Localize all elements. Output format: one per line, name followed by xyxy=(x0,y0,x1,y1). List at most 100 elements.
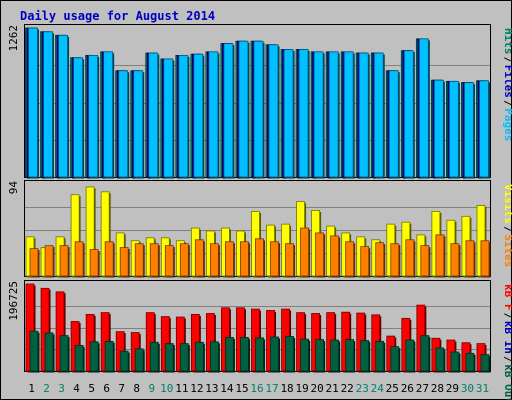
x-tick-label-28: 28 xyxy=(431,382,444,395)
x-tick-label-29: 29 xyxy=(446,382,459,395)
x-tick-label-18: 18 xyxy=(280,382,293,395)
bar-pages-11 xyxy=(178,54,189,178)
bar-pages-10 xyxy=(163,58,174,178)
x-tick-label-17: 17 xyxy=(265,382,278,395)
bar-pages-8 xyxy=(133,70,144,178)
x-tick-label-14: 14 xyxy=(220,382,234,395)
bar-pages-2 xyxy=(43,31,53,178)
bar-sites-23 xyxy=(360,246,370,277)
bar-pages-23 xyxy=(358,52,369,178)
x-tick-label-23: 23 xyxy=(356,382,369,395)
bar-kb-out-20 xyxy=(315,339,325,372)
panel-bottom-max-label: 196725 xyxy=(7,281,20,321)
bar-kb-out-6 xyxy=(104,340,114,372)
bar-pages-21 xyxy=(328,51,339,178)
bar-pages-31 xyxy=(479,80,489,178)
x-tick-label-12: 12 xyxy=(190,382,203,395)
bar-kb-out-25 xyxy=(390,346,400,372)
legend-item: kB In xyxy=(502,321,512,354)
x-tick-label-20: 20 xyxy=(311,382,324,395)
bar-sites-6 xyxy=(104,241,114,277)
bar-kb-out-12 xyxy=(194,341,204,372)
x-tick-label-10: 10 xyxy=(160,382,173,395)
x-tick-label-15: 15 xyxy=(235,382,248,395)
bar-sites-3 xyxy=(59,245,69,277)
x-tick-label-26: 26 xyxy=(401,382,414,395)
bar-sites-30 xyxy=(465,240,475,277)
bar-kb-out-16 xyxy=(255,337,264,372)
bar-sites-26 xyxy=(405,239,415,277)
bar-kb-out-9 xyxy=(149,341,159,372)
x-tick-label-25: 25 xyxy=(386,382,399,395)
bar-pages-15 xyxy=(238,40,249,178)
legend-item: Files xyxy=(502,65,512,98)
bar-sites-17 xyxy=(270,241,279,277)
x-tick-label-8: 8 xyxy=(133,382,140,395)
bar-pages-29 xyxy=(449,80,459,178)
bar-sites-2 xyxy=(44,245,54,277)
x-tick-label-21: 21 xyxy=(326,382,339,395)
bar-sites-24 xyxy=(375,242,385,277)
bar-sites-11 xyxy=(179,243,189,277)
bar-pages-17 xyxy=(268,44,279,178)
x-tick-label-24: 24 xyxy=(371,382,385,395)
bar-sites-7 xyxy=(119,247,129,277)
legend-separator: / xyxy=(502,57,512,64)
bar-sites-19 xyxy=(300,227,309,277)
bar-kb-out-23 xyxy=(360,340,370,372)
bar-sites-12 xyxy=(194,239,204,277)
bar-sites-4 xyxy=(74,241,84,277)
x-tick-label-11: 11 xyxy=(175,382,188,395)
bar-pages-18 xyxy=(283,49,294,178)
x-tick-label-6: 6 xyxy=(103,382,110,395)
bar-sites-22 xyxy=(345,241,355,277)
legend-item: Pages xyxy=(502,108,512,141)
bar-kb-out-31 xyxy=(480,354,490,372)
legend-item: kB F xyxy=(502,284,512,311)
bar-kb-out-19 xyxy=(300,338,309,372)
bar-pages-30 xyxy=(464,82,474,178)
bar-pages-24 xyxy=(373,52,384,178)
legend-separator: / xyxy=(502,226,512,233)
bar-kb-out-27 xyxy=(420,335,430,372)
bar-sites-9 xyxy=(149,243,159,277)
bar-pages-4 xyxy=(73,57,83,178)
x-tick-label-2: 2 xyxy=(43,382,50,395)
bar-kb-out-24 xyxy=(375,340,385,372)
bar-kb-out-29 xyxy=(450,351,460,372)
x-tick-label-9: 9 xyxy=(148,382,155,395)
bar-pages-1 xyxy=(28,27,38,178)
chart-title: Daily usage for August 2014 xyxy=(20,9,215,23)
bar-pages-26 xyxy=(403,50,414,178)
bar-pages-5 xyxy=(88,54,99,178)
bar-sites-13 xyxy=(209,243,219,277)
bar-sites-27 xyxy=(420,245,430,277)
legend-item: Hits xyxy=(502,28,512,55)
bar-kb-out-3 xyxy=(59,335,69,372)
legend-separator: / xyxy=(502,313,512,320)
x-tick-label-13: 13 xyxy=(205,382,218,395)
bar-sites-29 xyxy=(450,243,460,277)
bar-kb-out-7 xyxy=(119,350,129,372)
bar-pages-3 xyxy=(58,34,68,178)
bar-sites-16 xyxy=(255,238,264,277)
bar-sites-21 xyxy=(330,235,340,277)
x-tick-label-30: 30 xyxy=(461,382,474,395)
bar-sites-8 xyxy=(134,243,144,277)
bar-pages-9 xyxy=(148,52,159,178)
legend-item: Sites xyxy=(502,234,512,267)
bar-kb-out-13 xyxy=(209,341,219,372)
bar-sites-28 xyxy=(435,234,445,277)
bar-pages-7 xyxy=(118,70,129,178)
panel-middle-max-label: 94 xyxy=(7,181,20,195)
x-tick-label-4: 4 xyxy=(73,382,80,395)
bar-pages-28 xyxy=(433,79,444,178)
bar-kb-out-5 xyxy=(89,341,99,372)
bar-kb-out-11 xyxy=(179,343,189,372)
bar-kb-out-14 xyxy=(225,336,234,372)
bar-pages-20 xyxy=(313,51,324,178)
